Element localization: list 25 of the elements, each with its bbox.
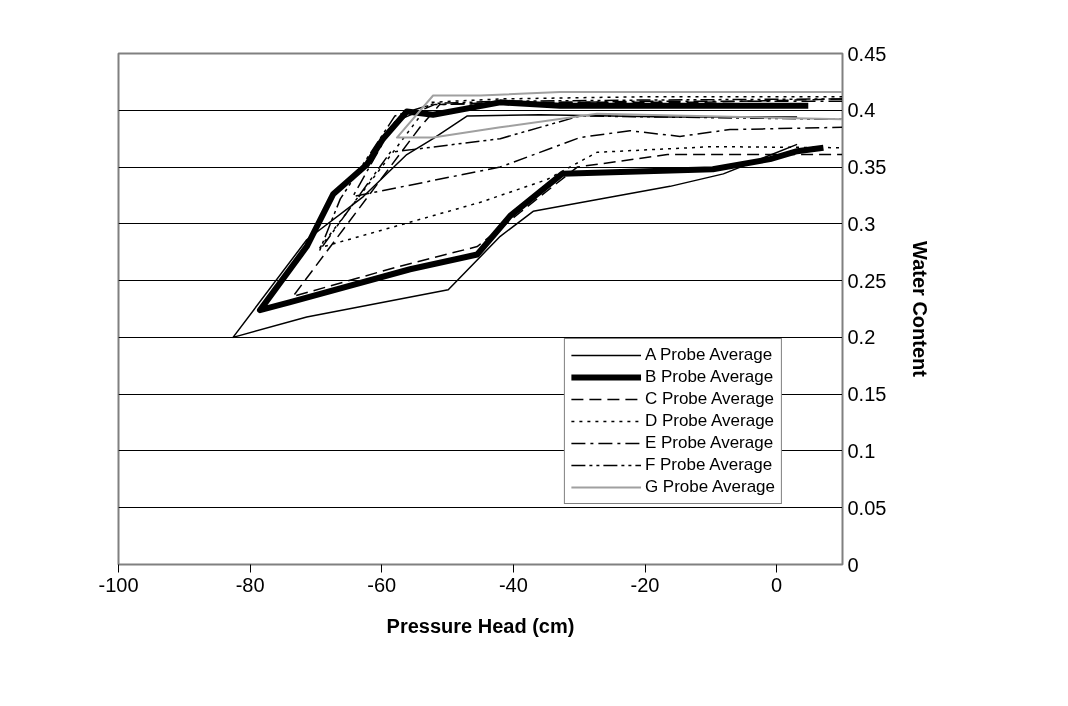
- x-tick-label: 0: [771, 573, 783, 596]
- y-tick-label: 0.35: [847, 156, 887, 179]
- y-tick-label: 0.1: [847, 439, 876, 462]
- y-tick-label: 0.2: [847, 326, 876, 349]
- x-axis-title: Pressure Head (cm): [386, 614, 575, 637]
- y-axis-title: Water Content: [909, 241, 932, 378]
- x-tick-label: -100: [98, 573, 139, 596]
- x-tick-label: -60: [367, 573, 397, 596]
- legend-label: A Probe Average: [644, 345, 773, 365]
- y-tick-label: 0.15: [847, 383, 887, 406]
- y-tick-label: 0.25: [847, 269, 887, 292]
- y-tick-label: 0.45: [847, 42, 887, 65]
- y-tick-label: 0: [847, 553, 859, 576]
- x-tick-label: -80: [235, 573, 265, 596]
- y-tick-label: 0.3: [847, 212, 876, 235]
- legend-label: G Probe Average: [644, 477, 775, 497]
- y-tick-label: 0.4: [847, 99, 876, 122]
- legend-label: B Probe Average: [644, 367, 774, 387]
- x-tick-label: -20: [630, 573, 660, 596]
- legend-label: D Probe Average: [644, 411, 775, 431]
- x-tick-label: -40: [498, 573, 528, 596]
- legend-label: F Probe Average: [644, 455, 773, 475]
- y-tick-label: 0.05: [847, 496, 887, 519]
- legend-label: E Probe Average: [644, 433, 774, 453]
- legend-label: C Probe Average: [644, 389, 775, 409]
